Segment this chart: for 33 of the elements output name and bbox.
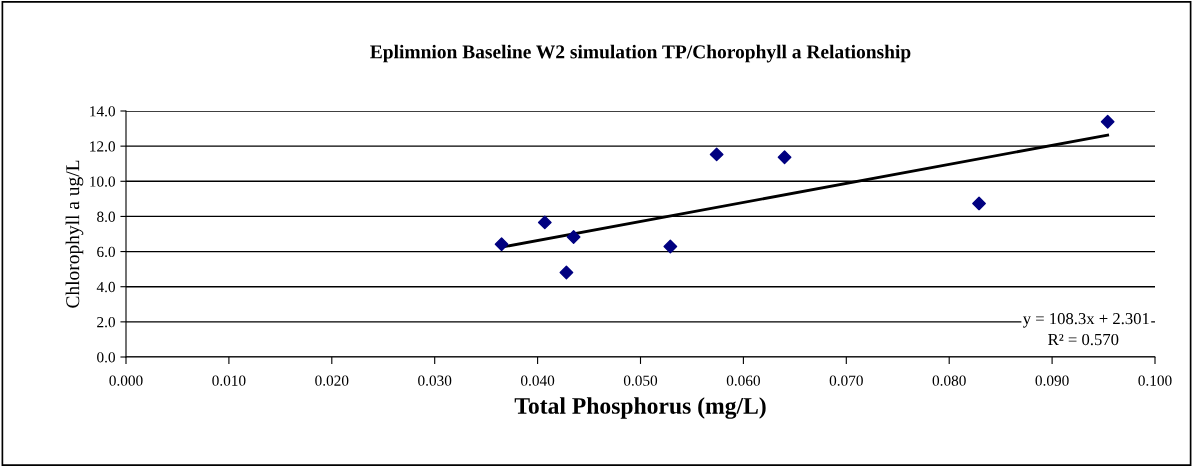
y-tick-label: 10.0: [90, 176, 115, 187]
x-tick-label: 0.000: [109, 375, 143, 386]
x-tick-label: 0.070: [829, 375, 863, 386]
point: [559, 265, 574, 280]
y-tick-label: 0.0: [97, 352, 115, 363]
annotation: y = 108.3x + 2.301: [1022, 312, 1149, 328]
point: [566, 230, 581, 244]
point: [777, 150, 792, 165]
y-tick-label: 4.0: [96, 281, 115, 293]
y-tick-label: 6.0: [97, 246, 115, 258]
point: [537, 215, 552, 230]
x-tick-label: 0.040: [520, 375, 555, 386]
y-tick-label: 12.0: [90, 141, 115, 152]
x-axis-title: Total Phosphorus (mg/L): [514, 397, 766, 419]
y-tick-label: 8.0: [97, 211, 115, 222]
x-tick-label: 0.020: [315, 375, 349, 386]
x-tick-label: 0.030: [418, 375, 452, 386]
point: [663, 239, 678, 254]
point: [1100, 114, 1115, 129]
point: [494, 237, 509, 252]
x-tick-label: 0.060: [726, 375, 761, 386]
annotation: R² = 0.570: [1048, 333, 1119, 346]
x-tick-label: 0.080: [932, 375, 966, 386]
point: [709, 147, 724, 162]
x-tick-label: 0.010: [212, 375, 246, 386]
point: [972, 196, 986, 211]
y-tick-label: 2.0: [97, 317, 115, 328]
y-tick-label: 14.0: [90, 106, 115, 117]
x-tick-label: 0.050: [623, 375, 658, 386]
y-axis-title: Chlorophyll a ug/L: [65, 160, 84, 308]
x-tick-label: 0.100: [1138, 375, 1172, 386]
x-tick-label: 0.090: [1035, 375, 1069, 386]
chart-title: Eplimnion Baseline W2 simulation TP/Chorophyll a Relationship: [370, 44, 911, 63]
